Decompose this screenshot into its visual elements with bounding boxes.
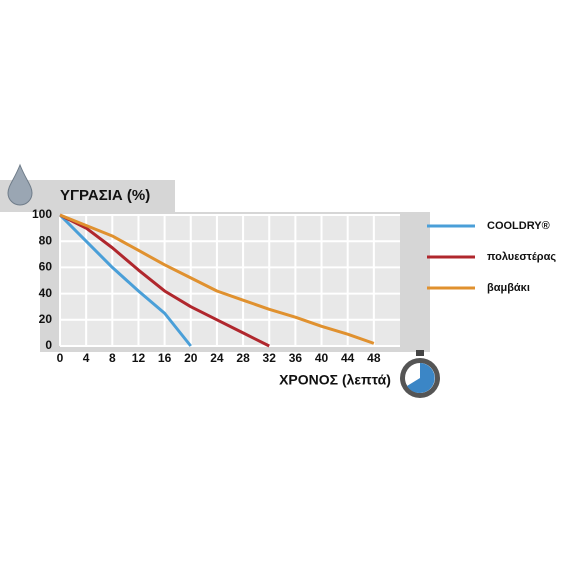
x-tick-label: 40 xyxy=(315,351,329,365)
y-tick-label: 0 xyxy=(45,338,52,352)
x-tick-label: 44 xyxy=(341,351,355,365)
y-tick-label: 60 xyxy=(39,260,53,274)
series-line xyxy=(59,213,375,345)
x-tick-label: 28 xyxy=(236,351,250,365)
x-tick-label: 48 xyxy=(367,351,381,365)
x-tick-label: 32 xyxy=(263,351,277,365)
y-tick-label: 40 xyxy=(39,286,53,300)
y-tick-label: 80 xyxy=(39,233,53,247)
legend-label: βαμβάκι xyxy=(487,282,530,294)
stopwatch-icon xyxy=(400,350,440,398)
drop-icon xyxy=(7,163,33,206)
y-tick-label: 100 xyxy=(32,207,52,221)
legend-label: πολυεστέρας xyxy=(487,251,556,263)
x-axis-label: ΧΡΟΝΟΣ (λεπτά) xyxy=(279,372,391,388)
x-tick-label: 20 xyxy=(184,351,198,365)
x-tick-label: 36 xyxy=(289,351,303,365)
x-tick-label: 4 xyxy=(83,351,90,365)
y-tick-label: 20 xyxy=(39,312,53,326)
x-tick-label: 16 xyxy=(158,351,172,365)
legend-label: COOLDRY® xyxy=(487,220,550,232)
series-line xyxy=(59,213,270,348)
x-tick-label: 12 xyxy=(132,351,146,365)
series-line xyxy=(58,213,192,347)
x-tick-label: 8 xyxy=(109,351,116,365)
chart-title: ΥΓΡΑΣΙΑ (%) xyxy=(60,187,150,204)
x-tick-label: 0 xyxy=(57,351,64,365)
x-tick-label: 24 xyxy=(210,351,224,365)
